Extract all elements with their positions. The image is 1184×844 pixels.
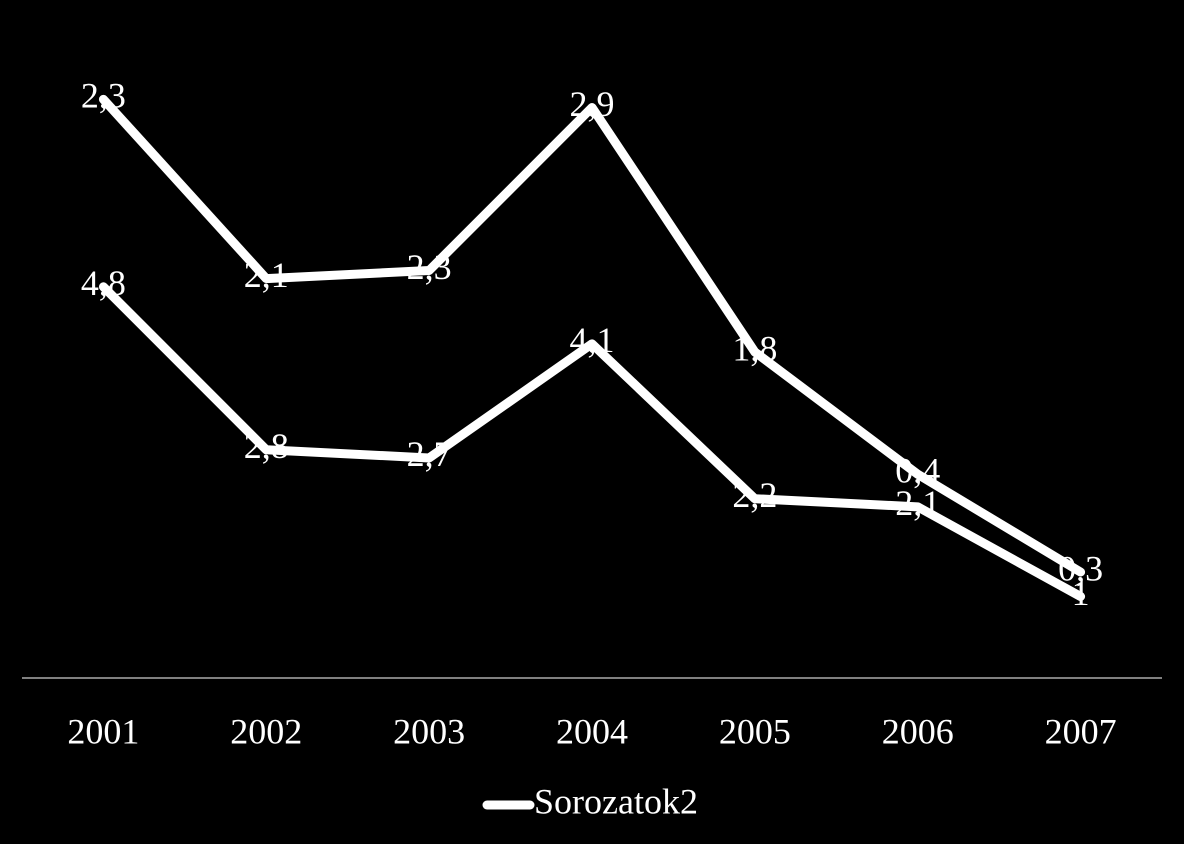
data-label: 1,8 (732, 328, 777, 368)
data-label: 2,1 (244, 255, 289, 295)
data-label: 4,8 (81, 263, 126, 303)
data-label: 4,1 (570, 320, 615, 360)
data-label: 2,3 (81, 76, 126, 116)
line (98, 282, 1086, 601)
data-label: 0,3 (1058, 548, 1103, 588)
data-label: 2,7 (407, 434, 452, 474)
x-tick-label: 2003 (393, 711, 465, 751)
x-tick-label: 2007 (1045, 711, 1117, 751)
x-tick-label: 2002 (230, 711, 302, 751)
x-tick-label: 2001 (67, 711, 139, 751)
data-label: 2,2 (732, 475, 777, 515)
x-tick-label: 2004 (556, 711, 628, 751)
data-label: 0,4 (895, 451, 940, 491)
data-label: 2,8 (244, 426, 289, 466)
data-label: 1 (1072, 573, 1090, 613)
x-tick-label: 2006 (882, 711, 954, 751)
data-label: 2,1 (895, 483, 940, 523)
data-label: 2,3 (407, 247, 452, 287)
legend-label: Sorozatok2 (534, 781, 698, 821)
x-tick-label: 2005 (719, 711, 791, 751)
line (98, 94, 1086, 577)
data-label: 2,9 (570, 84, 615, 124)
